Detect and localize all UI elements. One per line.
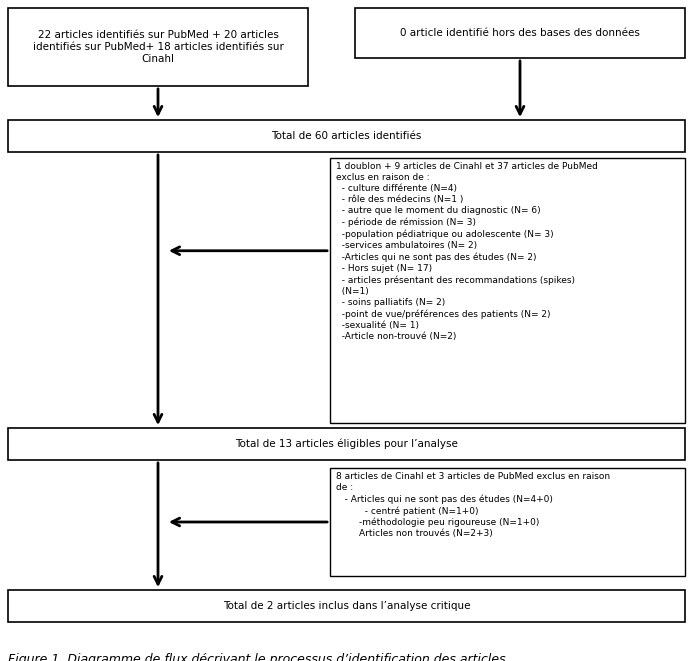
FancyBboxPatch shape: [330, 468, 685, 576]
FancyBboxPatch shape: [8, 590, 685, 622]
FancyBboxPatch shape: [8, 8, 308, 86]
FancyBboxPatch shape: [8, 428, 685, 460]
Text: Total de 60 articles identifiés: Total de 60 articles identifiés: [271, 131, 422, 141]
Text: 1 doublon + 9 articles de Cinahl et 37 articles de PubMed
exclus en raison de :
: 1 doublon + 9 articles de Cinahl et 37 a…: [336, 162, 598, 341]
FancyBboxPatch shape: [355, 8, 685, 58]
Text: 0 article identifié hors des bases des données: 0 article identifié hors des bases des d…: [400, 28, 640, 38]
Text: 22 articles identifiés sur PubMed + 20 articles
identifiés sur PubMed+ 18 articl: 22 articles identifiés sur PubMed + 20 a…: [33, 30, 284, 64]
FancyBboxPatch shape: [330, 158, 685, 423]
Text: Figure 1. Diagramme de flux décrivant le processus d’identification des articles: Figure 1. Diagramme de flux décrivant le…: [8, 653, 506, 661]
Text: 8 articles de Cinahl et 3 articles de PubMed exclus en raison
de :
   - Articles: 8 articles de Cinahl et 3 articles de Pu…: [336, 472, 610, 539]
Text: Total de 2 articles inclus dans l’analyse critique: Total de 2 articles inclus dans l’analys…: [223, 601, 471, 611]
Text: Total de 13 articles éligibles pour l’analyse: Total de 13 articles éligibles pour l’an…: [235, 439, 458, 449]
FancyBboxPatch shape: [8, 120, 685, 152]
